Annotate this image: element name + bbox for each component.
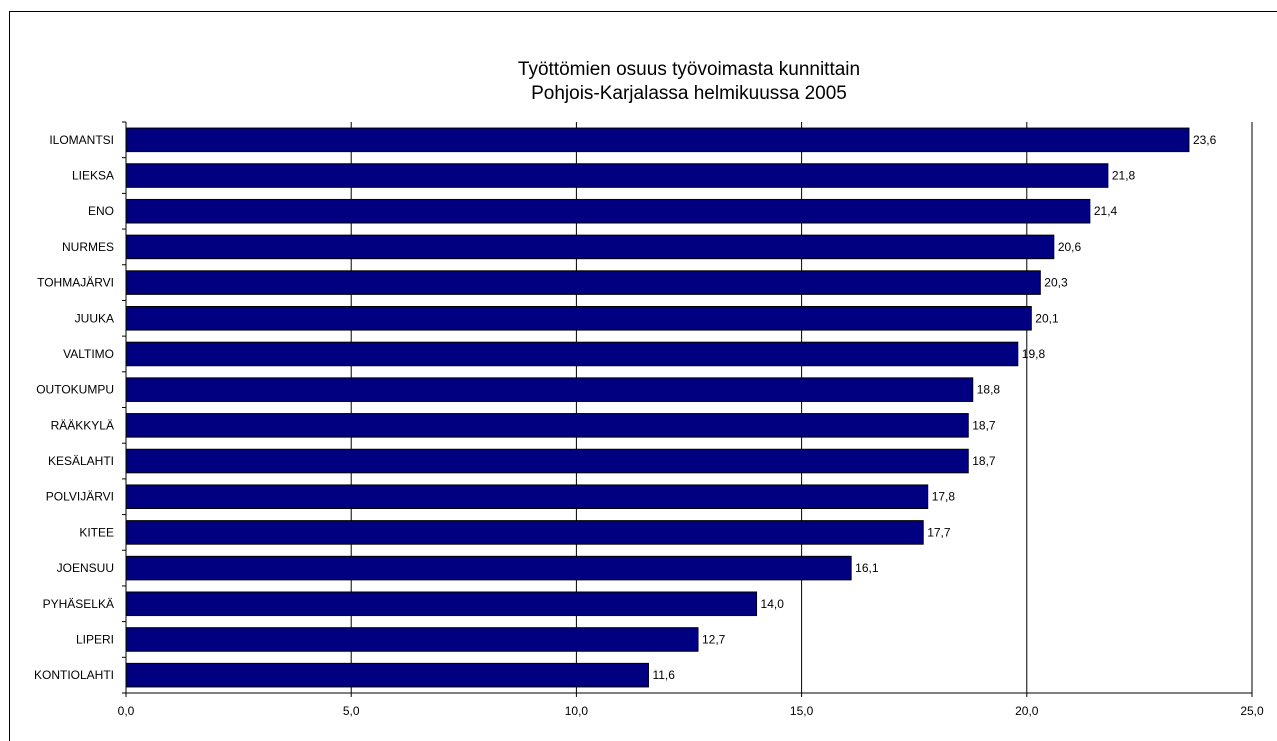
bar (125, 234, 1055, 260)
value-label: 19,8 (1022, 347, 1046, 361)
category-label: VALTIMO (63, 347, 114, 361)
value-label: 23,6 (1193, 133, 1217, 147)
value-label: 21,4 (1094, 204, 1118, 218)
value-label: 21,8 (1112, 169, 1136, 183)
value-label: 12,7 (702, 632, 726, 646)
value-label: 20,3 (1044, 276, 1068, 290)
x-tick-label: 15,0 (790, 704, 814, 718)
category-label: KITEE (79, 525, 114, 539)
category-label: RÄÄKKYLÄ (51, 418, 114, 432)
category-label: KESÄLAHTI (48, 454, 114, 468)
bar (125, 484, 929, 509)
value-label: 18,7 (972, 418, 996, 432)
value-label: 11,6 (652, 668, 675, 682)
bar (125, 306, 1032, 331)
chart-title-line-2: Pohjois-Karjalassa helmikuussa 2005 (531, 83, 847, 104)
value-label: 17,7 (927, 525, 951, 539)
category-label: KONTIOLAHTI (34, 668, 114, 682)
x-tick-label: 5,0 (343, 704, 360, 718)
bar (125, 270, 1041, 295)
category-label: LIPERI (76, 632, 114, 646)
chart-title: Työttömien osuus työvoimasta kunnittain … (126, 58, 1252, 106)
x-tick-label: 20,0 (1015, 704, 1039, 718)
bar (125, 377, 974, 402)
bar (125, 163, 1109, 188)
category-label: JOENSUU (57, 561, 114, 575)
x-tick-label: 25,0 (1240, 704, 1264, 718)
chart-frame (9, 11, 1277, 741)
bar (125, 448, 969, 474)
category-label: OUTOKUMPU (36, 383, 114, 397)
bar (125, 662, 649, 688)
bar (125, 413, 969, 438)
value-label: 17,8 (932, 490, 956, 504)
category-label: ILOMANTSI (49, 133, 114, 147)
x-tick-label: 10,0 (565, 704, 589, 718)
value-label: 16,1 (855, 561, 879, 575)
value-label: 20,1 (1035, 311, 1059, 325)
bar (125, 627, 699, 652)
bar (125, 555, 852, 581)
category-label: POLVIJÄRVI (46, 490, 114, 504)
category-label: TOHMAJÄRVI (37, 276, 114, 290)
value-label: 20,6 (1058, 240, 1082, 254)
bar (125, 591, 758, 617)
value-label: 18,8 (977, 383, 1001, 397)
bar (125, 127, 1190, 153)
category-label: PYHÄSELKÄ (43, 597, 114, 611)
value-label: 14,0 (761, 597, 785, 611)
category-label: NURMES (62, 240, 114, 254)
category-label: JUUKA (75, 311, 114, 325)
value-label: 18,7 (972, 454, 996, 468)
bar (125, 520, 924, 545)
category-label: LIEKSA (72, 169, 114, 183)
bar (125, 198, 1091, 224)
category-label: ENO (88, 204, 114, 218)
chart-title-line-1: Työttömien osuus työvoimasta kunnittain (517, 59, 861, 80)
bar (125, 341, 1019, 367)
x-tick-label: 0,0 (118, 704, 135, 718)
